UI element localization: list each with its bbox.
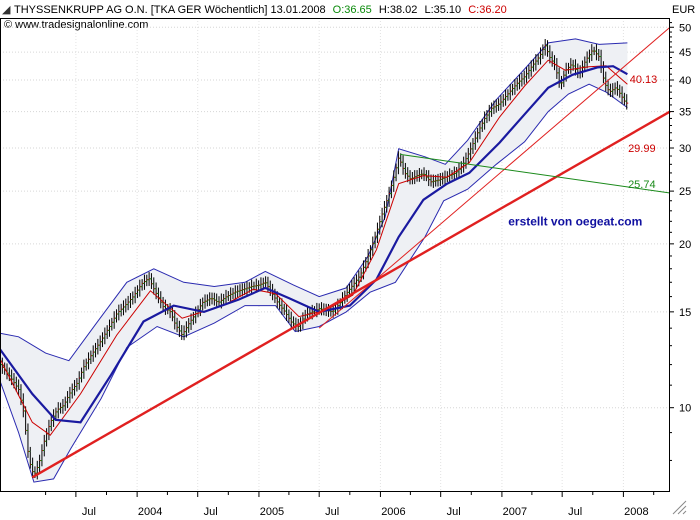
x-tick-label: Jul xyxy=(82,506,96,518)
y-tick-label: 35 xyxy=(679,107,691,119)
ma-fast-line xyxy=(0,59,628,436)
band-lower-line xyxy=(0,83,628,483)
x-tick-label: Jul xyxy=(325,506,339,518)
level-label: 40.13 xyxy=(630,74,658,86)
trendline-support xyxy=(31,110,671,479)
currency-label: EUR xyxy=(672,4,695,16)
high-value: H:38.02 xyxy=(379,4,418,16)
y-tick-label: 30 xyxy=(679,143,691,155)
plot-frame xyxy=(0,18,670,492)
x-tick-label: 2007 xyxy=(503,506,527,518)
close-value: C:36.20 xyxy=(468,4,507,16)
price-bar xyxy=(625,94,629,110)
x-tick-label: Jul xyxy=(568,506,582,518)
level-label: 25.74 xyxy=(628,179,656,191)
y-tick-label: 50 xyxy=(679,22,691,34)
x-tick-label: Jul xyxy=(204,506,218,518)
x-tick-label: 2008 xyxy=(624,506,648,518)
watermark-label: erstellt von oegeat.com xyxy=(508,214,642,228)
axes: 10 15 20 25 30 35 40 45 50 Jul 2004 Jul 2005 Jul 2006 J… xyxy=(45,22,691,518)
x-tick-label: 2006 xyxy=(381,506,405,518)
level-label: 29.99 xyxy=(628,143,656,155)
y-tick-label: 25 xyxy=(679,186,691,198)
trendline-support_thin xyxy=(318,26,671,329)
chart-title-text: THYSSENKRUPP AG O.N. [TKA GER Wöchentlic… xyxy=(14,4,507,16)
annotations: 40.13 29.99 25.74 erstellt von oegeat.com xyxy=(508,74,657,228)
y-tick-label: 40 xyxy=(679,75,691,87)
y-tick-label: 15 xyxy=(679,307,691,319)
band-upper-line xyxy=(0,38,628,362)
low-value: L:35.10 xyxy=(424,4,461,16)
chart-title: THYSSENKRUPP AG O.N. [TKA GER Wöchentlic… xyxy=(14,4,326,16)
corner-icon: ◢ xyxy=(2,4,11,16)
y-tick-label: 45 xyxy=(679,47,691,59)
ma-slow-line xyxy=(0,65,628,424)
x-tick-label: 2005 xyxy=(260,506,284,518)
y-tick-label: 10 xyxy=(679,403,691,415)
open-value: O:36.65 xyxy=(333,4,372,16)
trendlines xyxy=(31,26,671,479)
plot-border xyxy=(0,18,670,492)
x-tick-label: Jul xyxy=(447,506,461,518)
moving-averages xyxy=(0,59,628,436)
y-tick-label: 20 xyxy=(679,239,691,251)
trendline-green xyxy=(399,153,671,194)
resize-grip-icon[interactable] xyxy=(672,500,687,515)
x-tick-label: 2004 xyxy=(138,506,162,518)
